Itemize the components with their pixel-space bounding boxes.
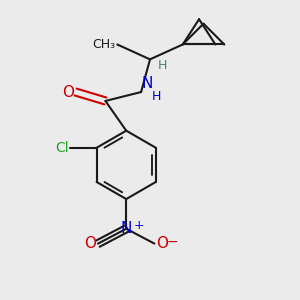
Text: O: O <box>62 85 74 100</box>
Text: O: O <box>156 236 168 251</box>
Text: Cl: Cl <box>55 141 68 155</box>
Text: N: N <box>121 221 132 236</box>
Text: +: + <box>134 219 144 232</box>
Text: −: − <box>167 235 178 249</box>
Text: CH₃: CH₃ <box>93 38 116 51</box>
Text: O: O <box>85 236 97 251</box>
Text: H: H <box>152 90 161 103</box>
Text: H: H <box>158 59 167 72</box>
Text: N: N <box>141 76 152 91</box>
